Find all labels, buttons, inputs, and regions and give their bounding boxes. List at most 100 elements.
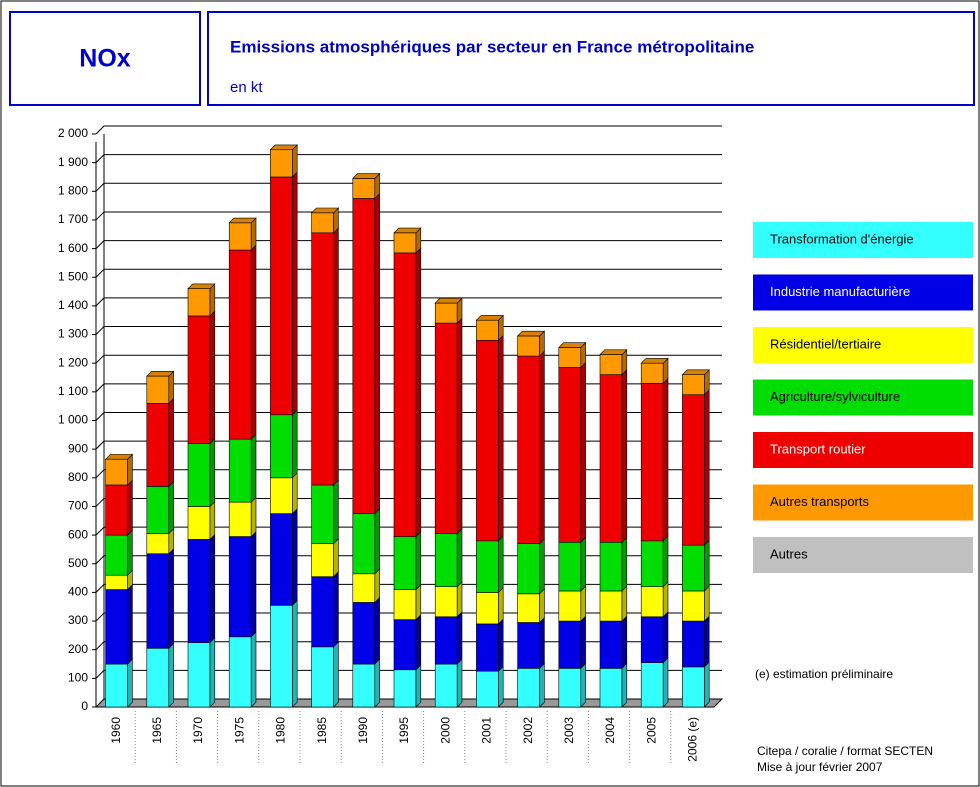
bar-side [292, 409, 298, 479]
grid-line [95, 297, 722, 307]
bar-top [599, 349, 628, 355]
bar-front [311, 232, 334, 486]
bar-segment [311, 538, 339, 578]
bar-side [662, 535, 669, 588]
y-tick-label: 1 400 [58, 298, 88, 312]
bar-segment [393, 247, 422, 538]
bar-side [621, 615, 628, 670]
bar-front [311, 646, 334, 708]
bar-segment [640, 611, 669, 664]
bar-segment [146, 480, 174, 535]
y-tick-label: 1 900 [58, 155, 88, 169]
bar-segment [640, 357, 669, 384]
bar-segment [352, 658, 380, 708]
bar-segment [599, 615, 628, 670]
bar-front [105, 663, 128, 708]
bar-segment [682, 585, 710, 622]
bar-side [415, 247, 422, 538]
bar-side [539, 616, 545, 670]
grid-line [95, 412, 722, 421]
x-tick-label: 2001 [480, 717, 494, 744]
bar-front [558, 541, 582, 592]
bar-front [311, 212, 334, 234]
bar-segment [640, 377, 669, 542]
y-tick-label: 1 800 [58, 183, 88, 197]
bar-side [250, 433, 257, 503]
bar-segment [434, 317, 463, 535]
bar-side [209, 500, 216, 541]
y-tick-label: 600 [68, 527, 88, 541]
bar-front [558, 668, 582, 708]
grid-line [95, 354, 722, 364]
bar-top [310, 207, 340, 214]
bar-side [580, 585, 586, 622]
chart-title: Emissions atmosphériques par secteur en … [230, 37, 754, 56]
bar-side [621, 369, 628, 543]
bar-segment [228, 244, 257, 440]
bar-segment [682, 369, 710, 396]
bar-side [621, 585, 628, 622]
y-tick-label: 1 100 [58, 384, 88, 398]
bar-front [228, 222, 252, 251]
bar-side [704, 585, 710, 622]
bar-segment [517, 538, 545, 595]
bar-front [146, 533, 170, 555]
note: Citepa / coralie / format SECTEN [757, 744, 933, 758]
bar-top [434, 297, 463, 304]
bar-front [558, 590, 582, 622]
grid-line [95, 555, 722, 565]
y-tick-label: 1 000 [58, 413, 88, 427]
bar-side [456, 658, 463, 708]
bar-front [146, 647, 170, 708]
bar-top [352, 173, 381, 179]
bar-side [168, 397, 174, 488]
bar-segment [599, 349, 628, 376]
bar-side [292, 144, 298, 178]
bar-front [640, 616, 664, 663]
bar-front [352, 663, 376, 708]
bar-segment [434, 658, 463, 708]
bar-front [558, 347, 582, 368]
bar-segment [682, 661, 710, 708]
bar-segment [476, 535, 504, 594]
bar-side [127, 584, 133, 665]
bar-front [105, 484, 128, 536]
x-tick-label: 1985 [315, 717, 329, 744]
bar-segment [146, 528, 174, 555]
grid-line [95, 268, 722, 278]
badge: NOx [79, 45, 131, 73]
bar-front [146, 375, 170, 404]
bar-front [517, 543, 540, 595]
bar-front [393, 619, 417, 671]
grid-line [95, 669, 722, 679]
bar-segment [558, 662, 586, 708]
bar-segment [393, 531, 422, 591]
bar-side [374, 568, 380, 604]
y-tick-label: 400 [68, 585, 88, 599]
bar-side [168, 548, 174, 649]
bar-front [640, 362, 664, 384]
bar-front [682, 590, 705, 622]
bar-segment [187, 310, 216, 445]
bar-front [640, 382, 664, 542]
bar-front [187, 539, 211, 643]
bar-segment [352, 508, 380, 575]
bar-segment [434, 581, 463, 618]
bar-segment [187, 637, 216, 708]
x-tick-label: 2004 [603, 717, 617, 744]
bar-front [599, 620, 623, 669]
bar-front [434, 533, 458, 587]
bar-segment [517, 662, 545, 708]
bar-front [393, 232, 417, 254]
bar-front [105, 574, 128, 590]
bar-segment [146, 397, 174, 488]
bar-front [393, 252, 417, 537]
bar-front [517, 668, 540, 708]
bar-segment [393, 664, 422, 708]
bar-front [228, 501, 252, 537]
bar-segment [105, 479, 133, 536]
bar-segment [105, 658, 133, 708]
bar-side [209, 283, 216, 317]
bar-top [228, 217, 257, 224]
